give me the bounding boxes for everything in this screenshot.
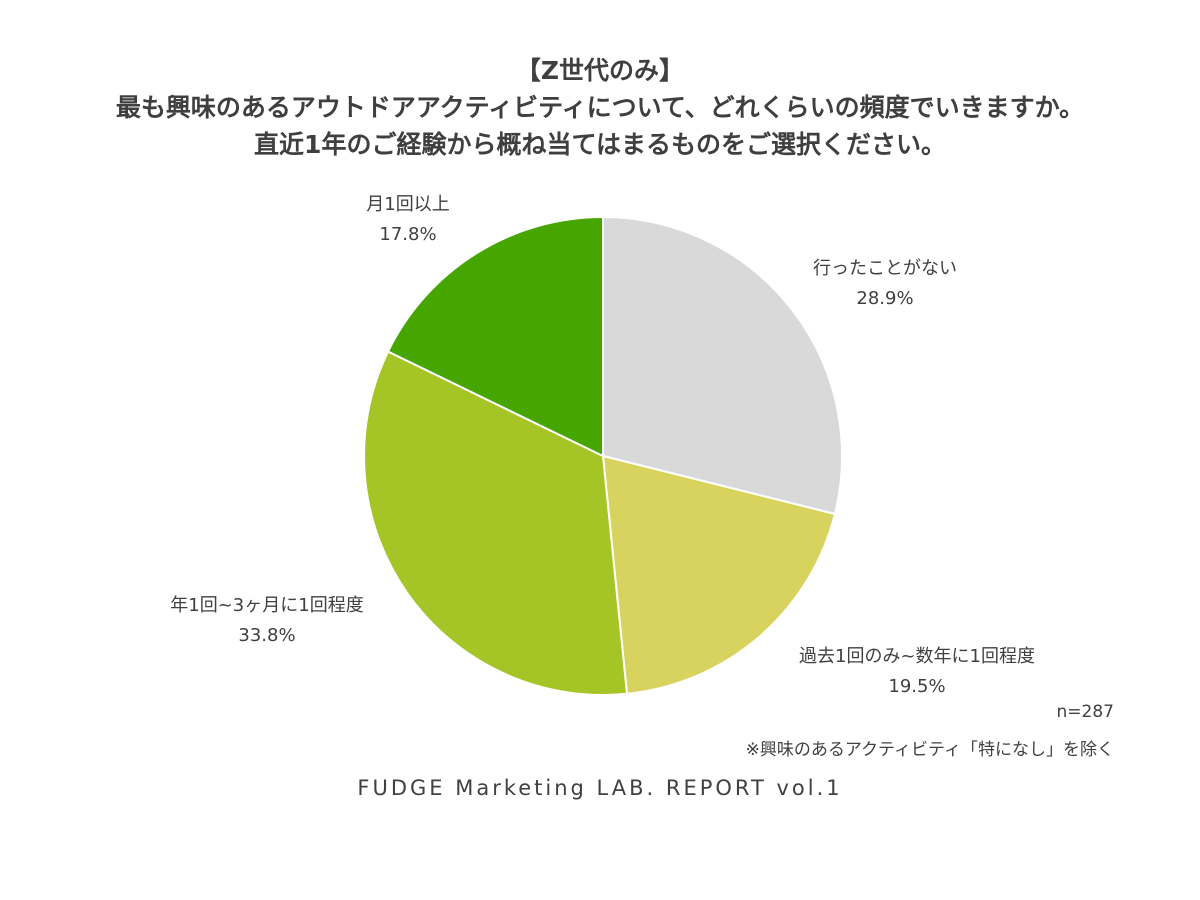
slice-label-yearly-to-quarterly-value: 33.8%: [238, 625, 296, 646]
slice-label-never-value: 28.9%: [856, 288, 914, 309]
slice-label-once-or-few-years-value: 19.5%: [888, 676, 946, 697]
slice-label-never-name: 行ったことがない: [813, 258, 957, 279]
slice-label-once-or-few-years: 過去1回のみ~数年に1回程度 19.5%: [762, 642, 1072, 702]
chart-title-line-2: 最も興味のあるアウトドアアクティビティについて、どれくらいの頻度でいきますか。: [115, 93, 1085, 122]
slice-label-never: 行ったことがない 28.9%: [770, 254, 1000, 314]
slice-label-yearly-to-quarterly-name: 年1回~3ヶ月に1回程度: [170, 595, 364, 616]
pie-slice-3: [386, 215, 604, 458]
slice-label-yearly-to-quarterly: 年1回~3ヶ月に1回程度 33.8%: [136, 591, 398, 651]
slice-label-monthly: 月1回以上 17.8%: [318, 190, 498, 250]
chart-title-line-1: 【Z世代のみ】: [515, 56, 685, 85]
slice-label-monthly-name: 月1回以上: [366, 194, 450, 215]
pie-slice-0: [602, 215, 843, 516]
pie-slice-1: [601, 454, 837, 695]
exclusion-note: ※興味のあるアクティビティ「特になし」を除く: [745, 740, 1114, 760]
slice-label-monthly-value: 17.8%: [379, 224, 437, 245]
chart-title: 【Z世代のみ】 最も興味のあるアウトドアアクティビティについて、どれくらいの頻度…: [0, 52, 1200, 163]
report-footer: FUDGE Marketing LAB. REPORT vol.1: [357, 776, 843, 800]
sample-size-note: n=287: [1056, 702, 1114, 722]
chart-title-line-3: 直近1年のご経験から概ね当てはまるものをご選択ください。: [254, 130, 946, 159]
pie-slice-2: [363, 350, 629, 696]
slice-label-once-or-few-years-name: 過去1回のみ~数年に1回程度: [799, 646, 1035, 667]
